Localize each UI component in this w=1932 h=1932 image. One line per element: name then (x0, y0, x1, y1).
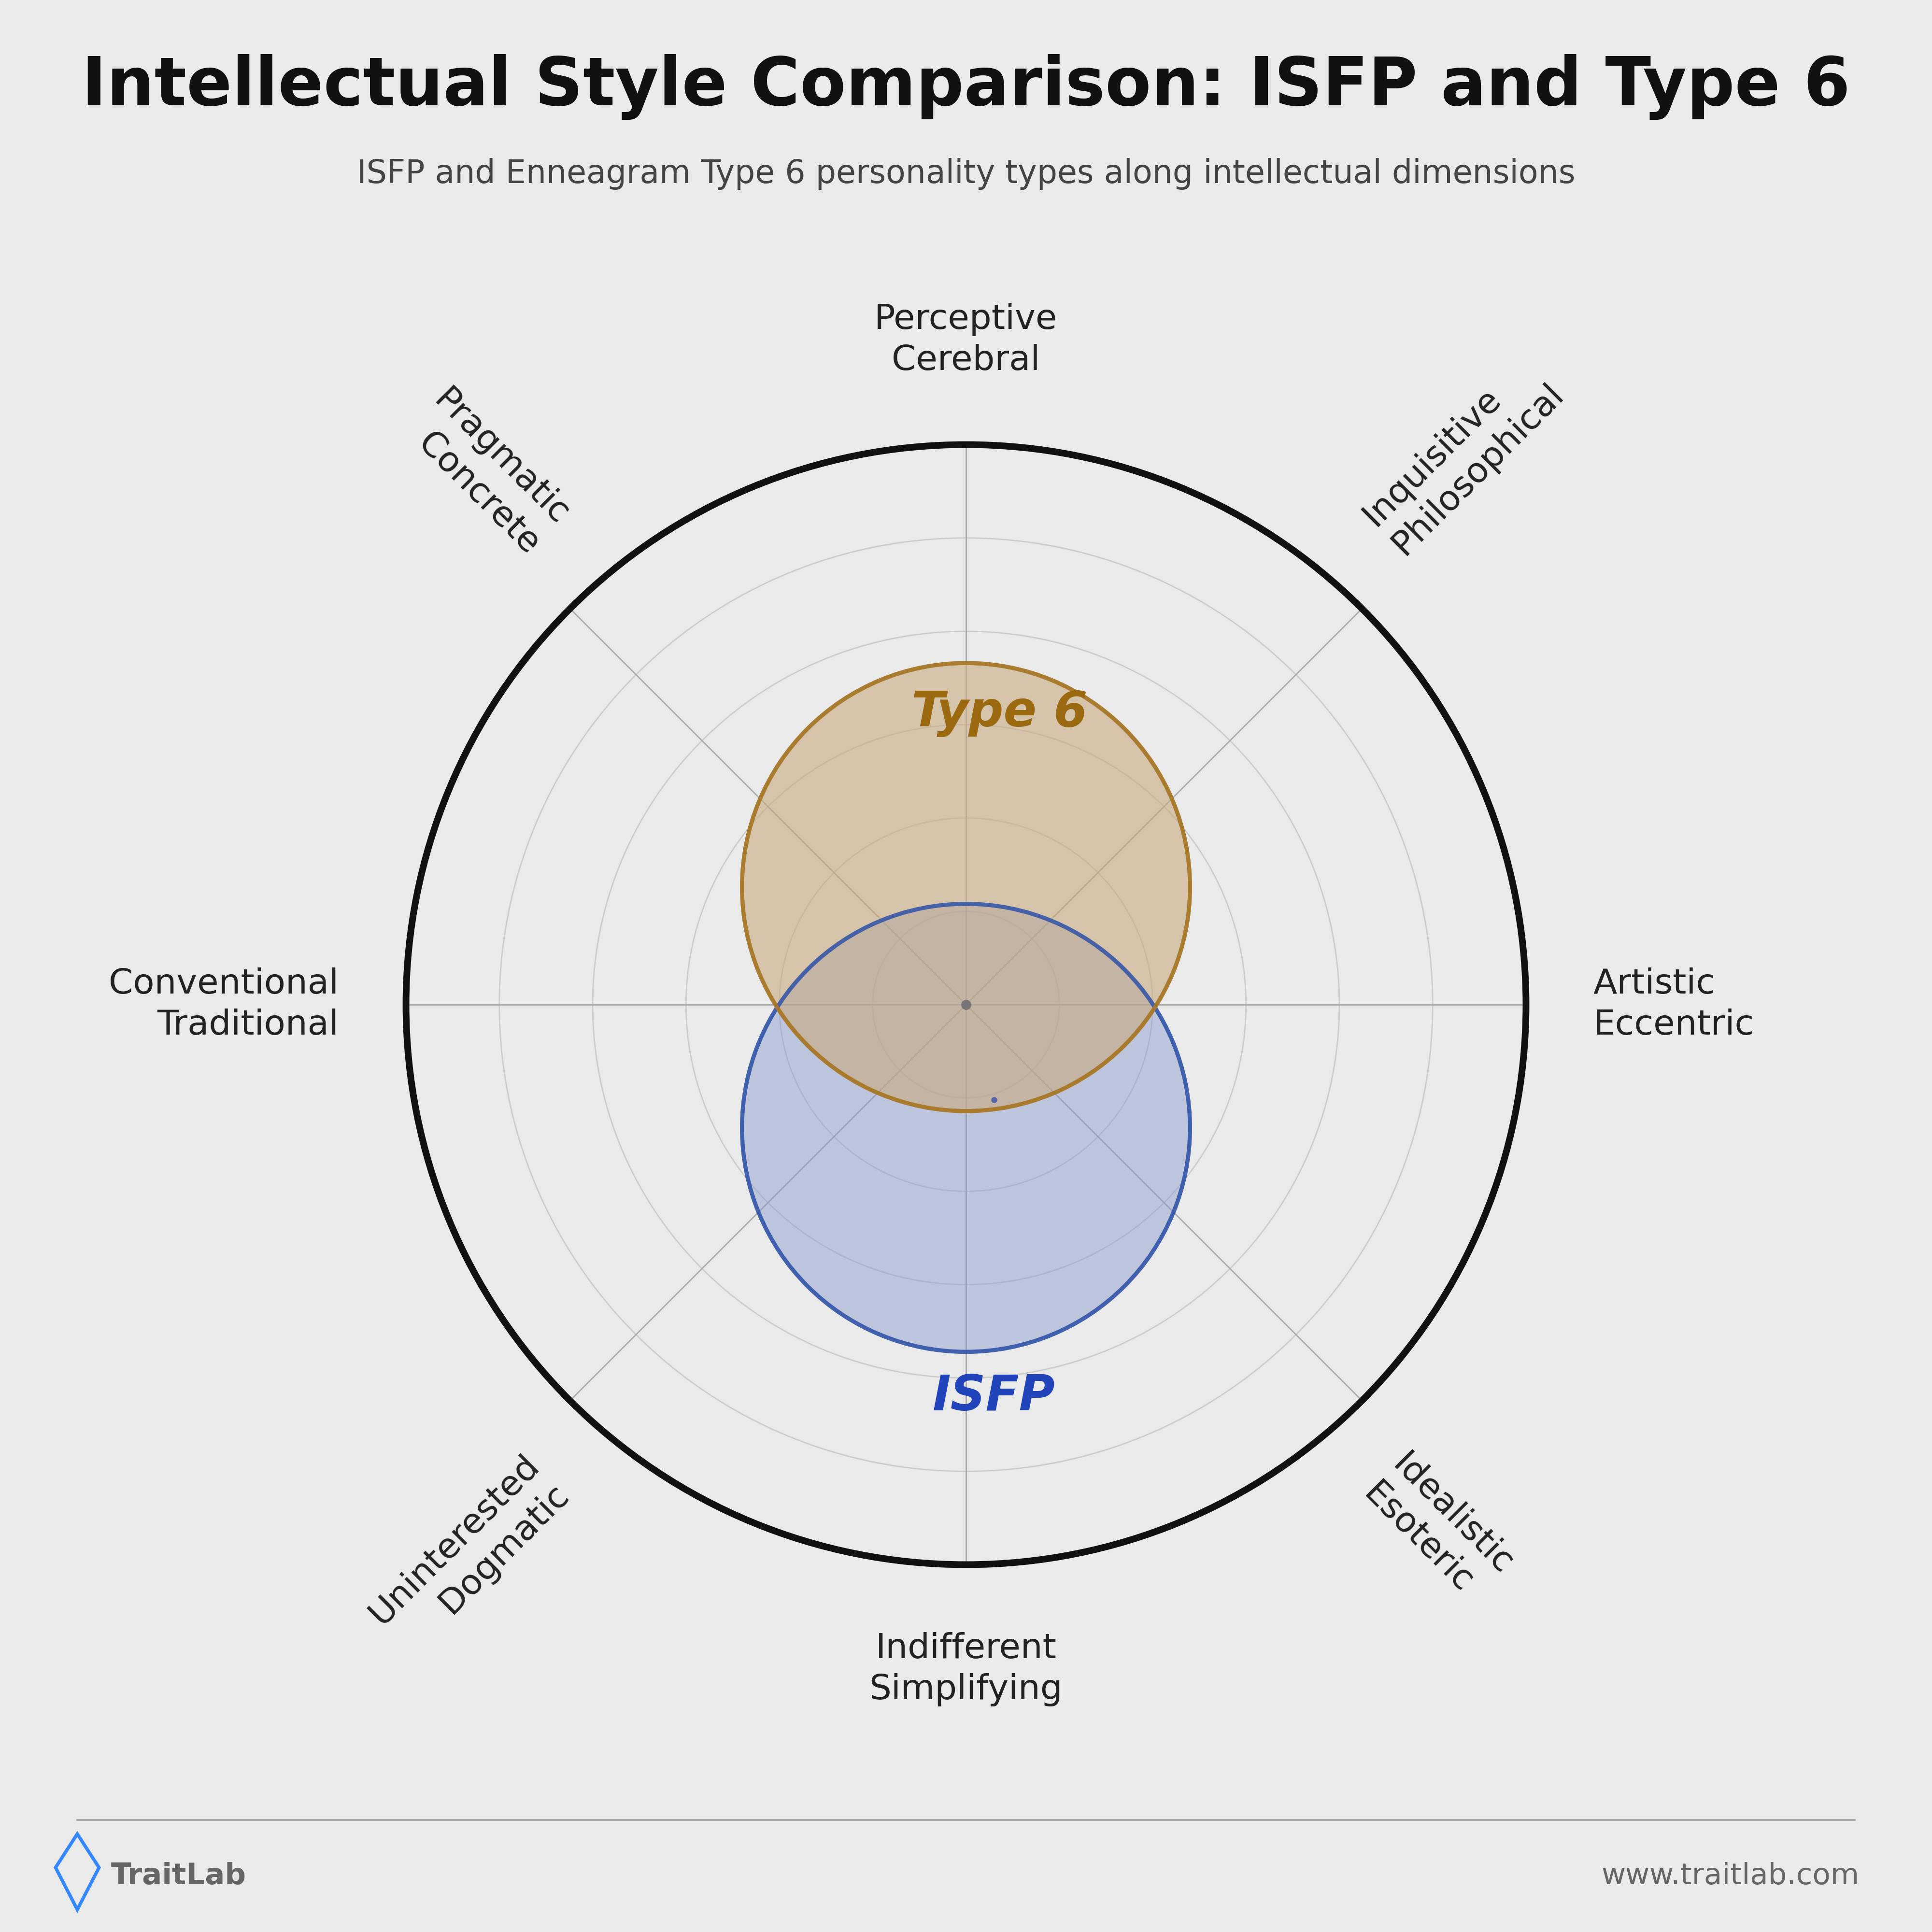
Text: www.traitlab.com: www.traitlab.com (1602, 1862, 1859, 1889)
Text: Type 6: Type 6 (912, 690, 1088, 738)
Text: Idealistic
Esoteric: Idealistic Esoteric (1356, 1449, 1519, 1611)
Text: ISFP and Enneagram Type 6 personality types along intellectual dimensions: ISFP and Enneagram Type 6 personality ty… (357, 158, 1575, 189)
Text: Conventional
Traditional: Conventional Traditional (108, 968, 338, 1041)
Text: Inquisitive
Philosophical: Inquisitive Philosophical (1356, 348, 1571, 560)
Text: Indifferent
Simplifying: Indifferent Simplifying (869, 1633, 1063, 1706)
Text: TraitLab: TraitLab (112, 1862, 247, 1889)
Text: Perceptive
Cerebral: Perceptive Cerebral (875, 303, 1057, 377)
Text: Intellectual Style Comparison: ISFP and Type 6: Intellectual Style Comparison: ISFP and … (81, 54, 1851, 120)
Text: Pragmatic
Concrete: Pragmatic Concrete (398, 384, 576, 560)
Text: Artistic
Eccentric: Artistic Eccentric (1594, 968, 1754, 1041)
Text: Uninterested
Dogmatic: Uninterested Dogmatic (363, 1449, 576, 1660)
Text: ISFP: ISFP (933, 1374, 1055, 1420)
Circle shape (742, 904, 1190, 1352)
Circle shape (742, 663, 1190, 1111)
